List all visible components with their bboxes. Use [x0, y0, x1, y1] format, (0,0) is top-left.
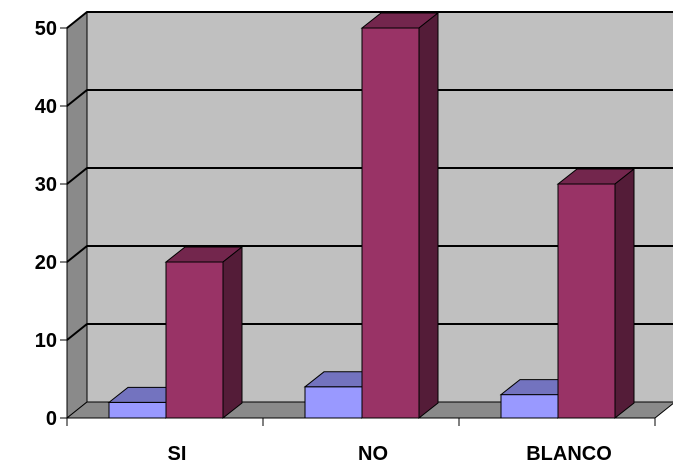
bars: [107, 11, 636, 420]
bar-front: [304, 386, 363, 419]
grid-lines: [66, 11, 673, 341]
x-category-label: NO: [358, 443, 388, 465]
y-tick-label: 40: [35, 96, 57, 118]
grid-line: [66, 323, 673, 341]
x-category-label: BLANCO: [526, 443, 612, 465]
grid-line: [66, 11, 673, 29]
grid-line: [66, 89, 673, 107]
side-wall: [66, 10, 88, 420]
y-tick-label: 30: [35, 174, 57, 196]
bar-side: [222, 245, 243, 420]
y-tick-label: 20: [35, 252, 57, 274]
bar-side: [614, 167, 635, 420]
x-category-label: SI: [168, 443, 187, 465]
bar-side: [418, 11, 439, 420]
bar: [360, 11, 440, 420]
bar-front: [108, 401, 167, 419]
bar-front: [165, 261, 224, 419]
bar: [556, 167, 636, 420]
bar-front: [557, 183, 616, 419]
bar-front: [361, 27, 420, 419]
y-tick-label: 0: [46, 408, 57, 430]
labels: 0 10 20 30 40 50 SI NO BLANCO: [35, 18, 612, 465]
bar-front: [500, 394, 559, 419]
y-tick-label: 50: [35, 18, 57, 40]
grid-line: [66, 167, 673, 185]
grid-line: [66, 245, 673, 263]
y-tick-label: 10: [35, 330, 57, 352]
bar: [164, 245, 244, 420]
